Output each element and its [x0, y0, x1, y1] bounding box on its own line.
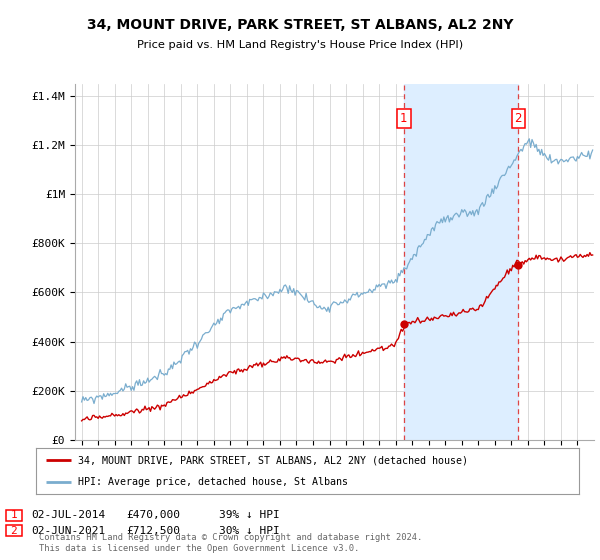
Text: 30% ↓ HPI: 30% ↓ HPI — [219, 526, 280, 536]
Text: £470,000: £470,000 — [126, 510, 180, 520]
Text: 34, MOUNT DRIVE, PARK STREET, ST ALBANS, AL2 2NY (detached house): 34, MOUNT DRIVE, PARK STREET, ST ALBANS,… — [79, 455, 469, 465]
Text: 39% ↓ HPI: 39% ↓ HPI — [219, 510, 280, 520]
Text: 2: 2 — [515, 112, 522, 125]
Text: 02-JUN-2021: 02-JUN-2021 — [31, 526, 106, 536]
Text: HPI: Average price, detached house, St Albans: HPI: Average price, detached house, St A… — [79, 477, 349, 487]
Text: 2: 2 — [10, 526, 17, 536]
Text: 1: 1 — [400, 112, 407, 125]
Text: Contains HM Land Registry data © Crown copyright and database right 2024.
This d: Contains HM Land Registry data © Crown c… — [39, 533, 422, 553]
Bar — [404, 84, 518, 440]
Text: Price paid vs. HM Land Registry's House Price Index (HPI): Price paid vs. HM Land Registry's House … — [137, 40, 463, 50]
Text: 1: 1 — [10, 510, 17, 520]
Text: £712,500: £712,500 — [126, 526, 180, 536]
Text: 34, MOUNT DRIVE, PARK STREET, ST ALBANS, AL2 2NY: 34, MOUNT DRIVE, PARK STREET, ST ALBANS,… — [87, 18, 513, 32]
Text: 02-JUL-2014: 02-JUL-2014 — [31, 510, 106, 520]
